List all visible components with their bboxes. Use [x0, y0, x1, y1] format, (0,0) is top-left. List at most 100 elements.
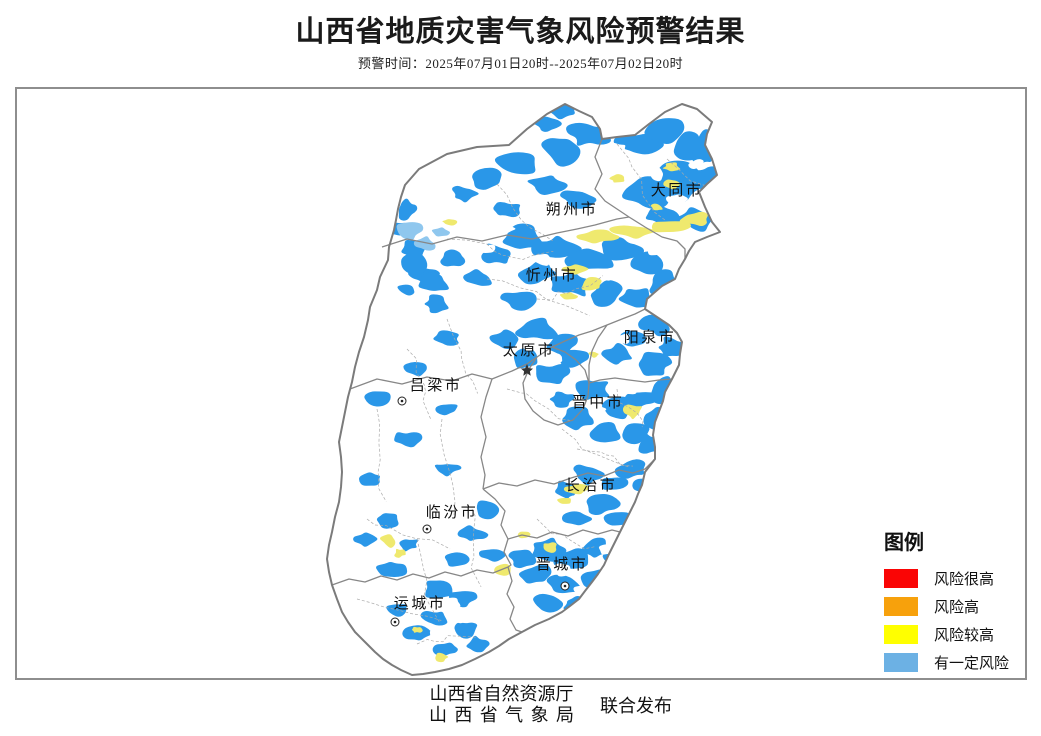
- some-risk-patch: [531, 235, 582, 258]
- some-risk-patch: [376, 513, 399, 529]
- legend-row: 有一定风险: [884, 653, 1034, 672]
- county-boundary: [416, 635, 478, 645]
- some-risk-patch: [493, 202, 521, 218]
- some-risk-patch: [386, 604, 407, 617]
- city-label: 太原市: [503, 342, 556, 359]
- legend-title: 图例: [884, 532, 924, 554]
- some-risk-patch: [573, 464, 605, 486]
- page-title: 山西省地质灾害气象风险预警结果: [295, 16, 746, 48]
- no-risk-hole: [665, 194, 688, 207]
- some-risk-patch: [440, 249, 466, 267]
- higher-risk-patch: [608, 570, 622, 580]
- some-risk-patch: [601, 342, 632, 365]
- no-risk-hole: [455, 615, 472, 624]
- higher-risk-patch: [394, 548, 406, 558]
- higher-risk-patch: [379, 534, 396, 548]
- legend-swatch: [884, 625, 918, 644]
- no-risk-hole: [566, 429, 580, 440]
- county-boundary: [576, 448, 633, 467]
- some-risk-patch: [402, 625, 432, 641]
- some-risk-patch: [644, 118, 685, 144]
- legend-swatch: [884, 653, 918, 672]
- some-risk-patch: [500, 291, 537, 311]
- some-risk-patch: [536, 363, 571, 385]
- some-risk-patch: [397, 284, 415, 296]
- city-label: 忻州市: [526, 267, 579, 284]
- city-boundary: [381, 216, 630, 248]
- some-risk-patch: [434, 464, 462, 477]
- higher-risk-patch: [609, 174, 625, 183]
- city-boundary: [349, 308, 646, 390]
- some-risk-patch: [630, 251, 664, 275]
- some-risk-patch: [622, 176, 669, 210]
- publisher-footer: 山西省自然资源厅 山西省气象局 联合发布: [30, 684, 1041, 726]
- city-label: 晋城市: [536, 556, 589, 573]
- some-risk-patch: [420, 610, 448, 626]
- some-risk-patch: [575, 380, 610, 400]
- higher-risk-patch: [663, 179, 680, 190]
- no-risk-hole: [647, 243, 667, 256]
- some-risk-patch: [489, 329, 519, 349]
- some-risk-patch: [494, 152, 536, 175]
- legend-row: 风险较高: [884, 625, 1034, 644]
- some-risk-patch: [562, 406, 594, 431]
- city-label: 朔州市: [546, 201, 599, 218]
- no-risk-hole: [588, 160, 616, 178]
- county-boundary: [470, 508, 482, 588]
- no-risk-hole: [509, 373, 526, 385]
- speckle-patch: [396, 222, 424, 241]
- some-risk-patch: [472, 167, 502, 190]
- county-boundary: [366, 518, 451, 550]
- no-risk-hole: [552, 314, 570, 326]
- legend-swatch: [884, 597, 918, 616]
- some-risk-patch: [614, 459, 646, 479]
- some-risk-patch: [353, 532, 378, 547]
- some-risk-patch: [518, 564, 552, 584]
- some-risk-patch: [601, 477, 629, 490]
- legend-row: 风险高: [884, 597, 1034, 616]
- some-risk-patch: [401, 252, 428, 275]
- some-risk-patch: [463, 269, 492, 286]
- some-risk-patch: [376, 562, 408, 578]
- city-label: 临汾市: [426, 504, 479, 521]
- some-risk-patch: [541, 138, 581, 167]
- some-risk-patch: [452, 185, 479, 203]
- agency-natural-resources: 山西省自然资源厅: [429, 684, 574, 704]
- city-label: 阳泉市: [624, 329, 677, 346]
- some-risk-patch: [533, 116, 562, 132]
- some-risk-patch: [589, 422, 621, 443]
- some-risk-patch: [549, 391, 575, 408]
- no-risk-hole: [596, 267, 616, 281]
- legend-row: 风险很高: [884, 569, 1034, 588]
- higher-risk-patch: [650, 203, 663, 211]
- some-risk-patch: [601, 236, 645, 261]
- legend-label: 风险很高: [934, 572, 995, 588]
- city-label: 运城市: [394, 595, 447, 612]
- some-risk-patch: [478, 549, 506, 562]
- speckle-patch: [413, 236, 436, 251]
- linfen-city-marker: [422, 524, 432, 534]
- city-label: 大同市: [651, 182, 704, 199]
- some-risk-patch: [513, 347, 538, 369]
- some-risk-patch: [508, 549, 537, 569]
- some-risk-patch: [424, 294, 449, 314]
- some-risk-patch: [656, 160, 709, 203]
- some-risk-patch: [527, 175, 568, 195]
- some-risk-patch: [586, 493, 621, 515]
- some-risk-patch: [632, 478, 659, 493]
- county-boundary: [416, 538, 440, 623]
- some-risk-patch: [399, 539, 419, 552]
- some-risk-patch: [457, 525, 489, 541]
- city-boundary: [522, 346, 590, 426]
- some-risk-patch: [466, 635, 490, 653]
- county-boundary: [446, 238, 554, 260]
- city-boundary: [588, 324, 673, 384]
- higher-risk-patch: [622, 404, 642, 420]
- some-risk-patch: [394, 432, 423, 448]
- some-risk-patch: [550, 270, 593, 297]
- city-label: 长治市: [565, 477, 618, 494]
- no-risk-hole: [618, 384, 637, 395]
- county-boundary: [536, 275, 604, 301]
- some-risk-patch: [553, 548, 589, 569]
